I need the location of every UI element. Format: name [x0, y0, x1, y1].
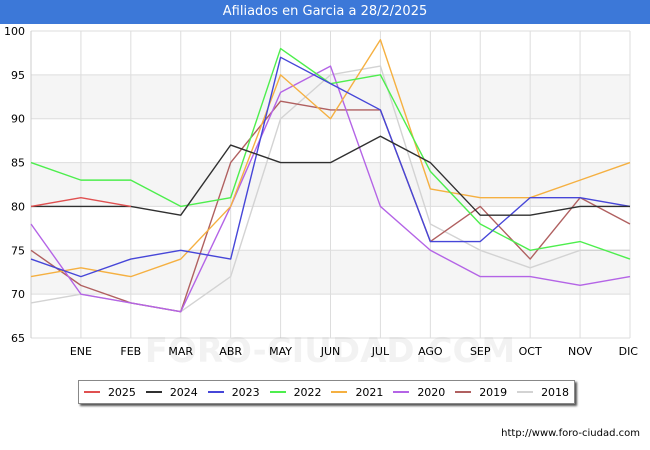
legend-swatch [331, 391, 348, 393]
legend-label: 2018 [541, 385, 570, 399]
legend-swatch [517, 391, 534, 393]
y-tick-label: 95 [11, 69, 25, 82]
x-tick-label: JUN [320, 345, 341, 358]
legend-swatch [83, 391, 100, 393]
legend-label: 2025 [107, 385, 136, 399]
legend-item-2018: 2018 [517, 386, 569, 399]
y-tick-label: 100 [4, 25, 25, 38]
legend-item-2025: 2025 [83, 385, 136, 399]
legend: 2025 2024 2023 2022 2021 2020 2019 2018 [78, 380, 575, 404]
legend-swatch [393, 391, 410, 393]
x-axis-ticks: ENE FEB MAR ABR MAY JUN JUL AGO SEP OCT NOV DIC [70, 345, 638, 358]
x-tick-label: ABR [219, 345, 242, 358]
legend-label: 2021 [355, 385, 384, 399]
legend-item-2019: 2019 [455, 386, 507, 399]
x-tick-label: FEB [120, 345, 141, 358]
x-tick-label: AGO [418, 345, 443, 358]
x-tick-label: OCT [519, 345, 542, 358]
series-line-2020 [30, 65, 631, 313]
y-tick-label: 65 [11, 332, 25, 345]
x-tick-label: MAR [168, 345, 193, 358]
x-tick-label: NOV [568, 345, 593, 358]
chart-title: Afiliados en Garcia a 28/2/2025 [0, 0, 650, 24]
legend-item-2020: 2020 [393, 386, 445, 399]
y-axis-ticks: 65 70 75 80 85 90 95 100 [4, 25, 25, 345]
legend-swatch [269, 391, 286, 393]
legend-label: 2020 [417, 385, 446, 399]
series-lines [30, 39, 631, 313]
series-line-2025 [30, 196, 131, 208]
series-line-2023 [30, 56, 631, 278]
line-chart: FORO-CIUDAD.COM 65 70 75 80 85 90 95 100 ENE FEB… [4, 25, 638, 371]
legend-swatch [455, 391, 472, 393]
y-tick-label: 80 [11, 200, 25, 213]
legend-label: 2019 [479, 385, 508, 399]
legend-label: 2022 [293, 385, 322, 399]
y-tick-label: 75 [11, 244, 25, 257]
x-tick-label: MAY [269, 345, 292, 358]
legend-item-2023: 2023 [207, 385, 260, 399]
x-tick-label: JUL [371, 345, 390, 358]
legend-item-2022: 2022 [269, 385, 322, 399]
legend-label: 2024 [169, 385, 198, 399]
x-tick-label: DIC [619, 345, 639, 358]
legend-swatch [207, 391, 224, 393]
source-url: http://www.foro-ciudad.com [501, 428, 640, 439]
y-tick-label: 90 [11, 113, 25, 126]
y-tick-label: 70 [11, 288, 25, 301]
legend-item-2021: 2021 [331, 386, 383, 399]
legend-item-2024: 2024 [145, 385, 198, 399]
watermark: FORO-CIUDAD.COM [145, 331, 516, 371]
x-tick-label: SEP [470, 345, 491, 358]
grid-lines [30, 30, 631, 339]
legend-swatch [145, 391, 162, 393]
legend-label: 2023 [231, 385, 260, 399]
y-tick-label: 85 [11, 157, 25, 170]
x-tick-label: ENE [70, 345, 92, 358]
